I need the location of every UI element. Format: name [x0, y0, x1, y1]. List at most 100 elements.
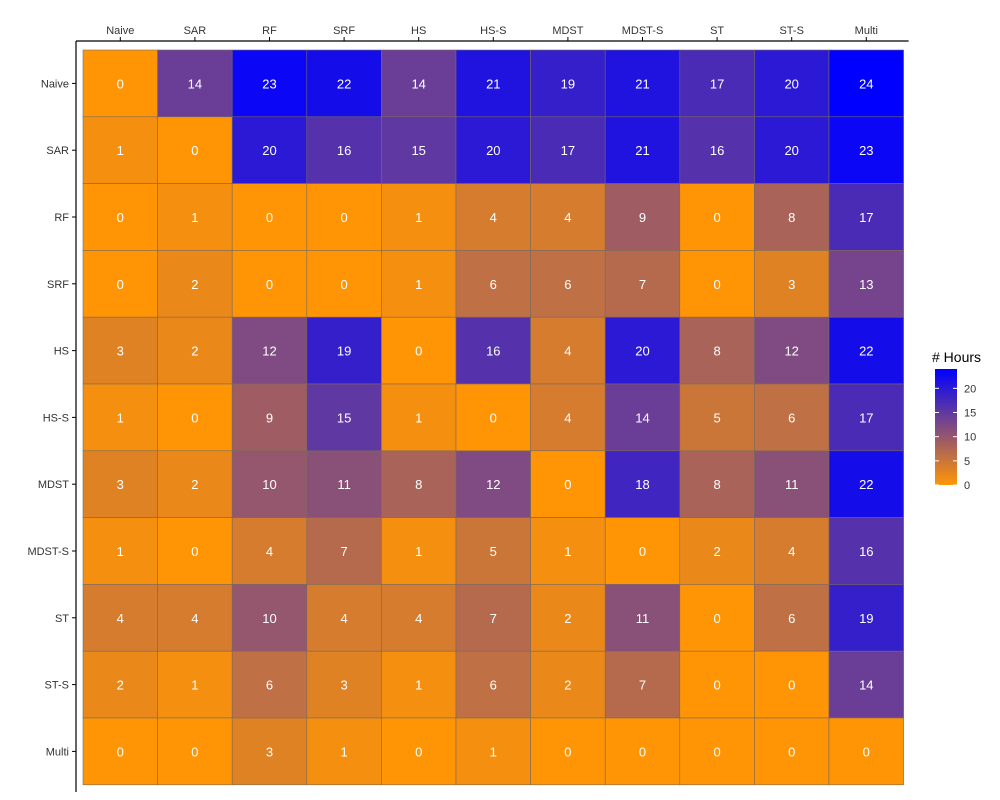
cell-value-label: 23	[262, 76, 276, 91]
cell-value-label: 0	[564, 744, 571, 759]
heatmap-cell	[82, 584, 158, 652]
cell-value-label: 16	[710, 143, 724, 158]
cell-value-label: 0	[340, 210, 347, 225]
cell-value-label: 0	[191, 410, 198, 425]
cell-value-label: 4	[266, 544, 273, 559]
heatmap-cell	[604, 49, 681, 118]
heatmap-cell	[604, 717, 681, 786]
cell-value-label: 0	[490, 410, 497, 425]
heatmap-cell	[455, 316, 531, 385]
cell-value-label: 3	[117, 477, 124, 492]
cell-value-label: 4	[788, 544, 795, 559]
heatmap-cell	[231, 717, 308, 786]
y-tick-label: MDST	[38, 479, 69, 491]
heatmap-cell	[679, 517, 755, 585]
heatmap-cell	[381, 650, 457, 719]
x-tick-label: ST-S	[779, 25, 803, 37]
cell-value-label: 4	[340, 611, 347, 626]
heatmap-cell	[828, 316, 904, 385]
heatmap-cell	[828, 584, 904, 652]
heatmap-cell	[455, 517, 531, 585]
cell-value-label: 19	[337, 344, 351, 359]
cell-value-label: 15	[337, 410, 351, 425]
heatmap-cell	[231, 584, 308, 652]
heatmap-cells: 0 14 23 22 14 21 19 21 17 20 241 0 20 16 15 20 17 21 16 20 2…	[82, 49, 904, 786]
y-tick-label: HS-S	[43, 412, 69, 424]
cell-value-label: 13	[859, 277, 873, 292]
cell-value-label: 0	[191, 544, 198, 559]
axes: Naive SAR RF SRF HS HS-S MDST MDST-S ST ST-S Multi…	[27, 25, 909, 792]
heatmap-cell	[82, 717, 158, 786]
heatmap-cell	[455, 450, 531, 518]
cell-value-label: 4	[564, 210, 571, 225]
heatmap-cell	[828, 250, 904, 318]
cell-value-label: 17	[561, 143, 575, 158]
heatmap-cell	[530, 116, 606, 184]
cell-value-label: 3	[788, 277, 795, 292]
heatmap-cell	[82, 517, 158, 585]
legend-tick-label: 5	[964, 456, 970, 468]
cell-value-label: 18	[635, 477, 649, 492]
heatmap-cell	[604, 650, 681, 719]
heatmap-cell	[82, 450, 158, 518]
cell-value-label: 2	[117, 678, 124, 693]
heatmap-cell	[306, 517, 382, 585]
cell-value-label: 0	[266, 277, 273, 292]
cell-value-label: 22	[337, 76, 351, 91]
heatmap-cell	[754, 584, 830, 652]
cell-value-label: 24	[859, 76, 873, 91]
heatmap-cell	[828, 49, 904, 118]
cell-value-label: 8	[713, 477, 720, 492]
heatmap-cell	[157, 250, 233, 318]
cell-value-label: 1	[564, 544, 571, 559]
heatmap-cell	[157, 383, 233, 452]
y-tick-label: RF	[54, 212, 69, 224]
heatmap-cell	[679, 383, 755, 452]
cell-value-label: 16	[337, 143, 351, 158]
cell-value-label: 1	[117, 410, 124, 425]
heatmap-cell	[679, 717, 755, 786]
heatmap-cell	[530, 250, 606, 318]
heatmap-cell	[604, 450, 681, 518]
cell-value-label: 3	[266, 744, 273, 759]
heatmap-cell	[530, 517, 606, 585]
cell-value-label: 5	[490, 544, 497, 559]
cell-value-label: 21	[486, 76, 500, 91]
cell-value-label: 0	[340, 277, 347, 292]
heatmap-cell	[381, 49, 457, 118]
heatmap-cell	[679, 250, 755, 318]
heatmap-cell	[381, 517, 457, 585]
heatmap-cell	[381, 183, 457, 251]
cell-value-label: 9	[639, 210, 646, 225]
cell-value-label: 6	[266, 678, 273, 693]
cell-value-label: 4	[490, 210, 497, 225]
legend-title: # Hours	[932, 349, 981, 365]
heatmap-cell	[455, 584, 531, 652]
cell-value-label: 0	[713, 277, 720, 292]
heatmap-cell	[455, 250, 531, 318]
y-tick-label: MDST-S	[27, 546, 69, 558]
heatmap-cell	[455, 49, 531, 118]
cell-value-label: 0	[117, 76, 124, 91]
x-tick-label: MDST	[552, 25, 583, 37]
cell-value-label: 8	[713, 344, 720, 359]
cell-value-label: 20	[635, 344, 649, 359]
heatmap-cell	[754, 49, 830, 118]
cell-value-label: 20	[784, 76, 798, 91]
heatmap-cell	[754, 450, 830, 518]
cell-value-label: 2	[564, 678, 571, 693]
heatmap-cell	[231, 116, 308, 184]
heatmap-cell	[306, 116, 382, 184]
cell-value-label: 17	[859, 410, 873, 425]
legend: # Hours 0 5 10 15 20	[932, 349, 981, 492]
heatmap-cell	[530, 650, 606, 719]
heatmap-cell	[82, 383, 158, 452]
cell-value-label: 15	[411, 143, 425, 158]
y-tick-label: Multi	[46, 746, 69, 758]
heatmap-cell	[306, 650, 382, 719]
cell-value-label: 16	[859, 544, 873, 559]
cell-value-label: 1	[490, 744, 497, 759]
heatmap-cell	[82, 183, 158, 251]
heatmap-cell	[828, 183, 904, 251]
cell-value-label: 0	[191, 143, 198, 158]
